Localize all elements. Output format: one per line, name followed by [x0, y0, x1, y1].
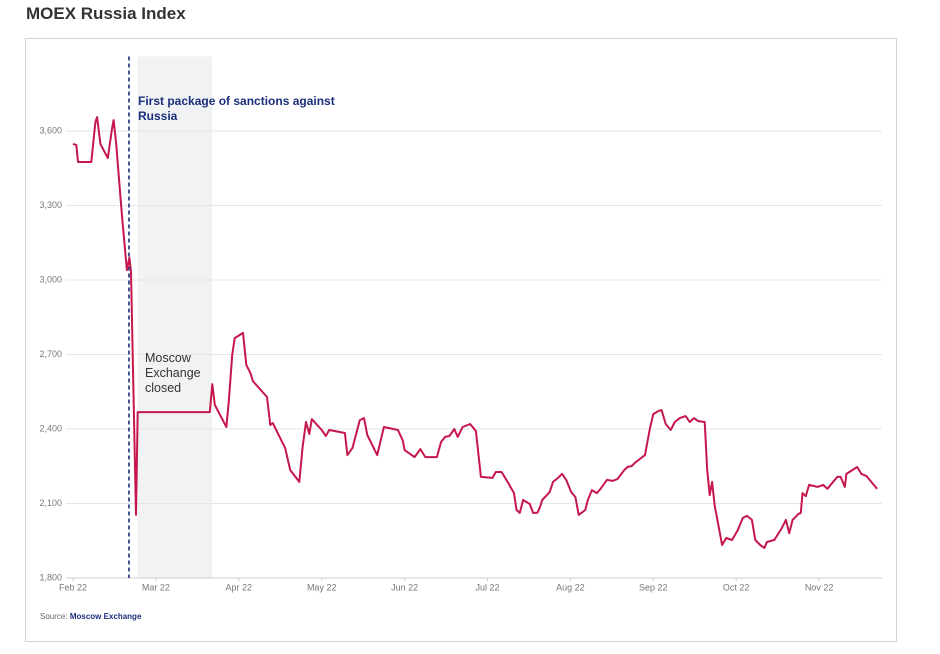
x-tick-label: Apr 22: [226, 582, 253, 592]
chart-frame: [25, 38, 897, 642]
y-tick-label: 2,400: [39, 423, 62, 433]
y-tick-label: 3,600: [39, 125, 62, 135]
y-tick-label: 2,700: [39, 349, 62, 359]
x-tick-label: Aug 22: [556, 582, 585, 592]
chart-title: MOEX Russia Index: [26, 4, 186, 23]
data-line: [72, 116, 878, 549]
x-tick-label: Mar 22: [142, 582, 170, 592]
annotation: Moscow Exchange closed: [145, 351, 201, 395]
x-tick-label: May 22: [307, 582, 337, 592]
source-name: Moscow Exchange: [69, 612, 142, 621]
x-tick-label: Jul 22: [475, 582, 499, 592]
x-tick-label: Oct 22: [723, 582, 750, 592]
source-label: Source:: [40, 612, 68, 621]
y-tick-label: 2,100: [39, 498, 62, 508]
y-tick-label: 1,800: [39, 572, 62, 582]
shaded-region: [137, 56, 213, 578]
x-tick-label: Sep 22: [639, 582, 668, 592]
y-tick-label: 3,300: [39, 200, 62, 210]
annotation: First package of sanctions against Russi…: [138, 94, 335, 123]
x-tick-label: Nov 22: [805, 582, 834, 592]
source: Source: Moscow Exchange: [40, 612, 141, 621]
y-tick-label: 3,000: [39, 274, 62, 284]
x-tick-label: Feb 22: [59, 582, 87, 592]
x-tick-label: Jun 22: [391, 582, 418, 592]
